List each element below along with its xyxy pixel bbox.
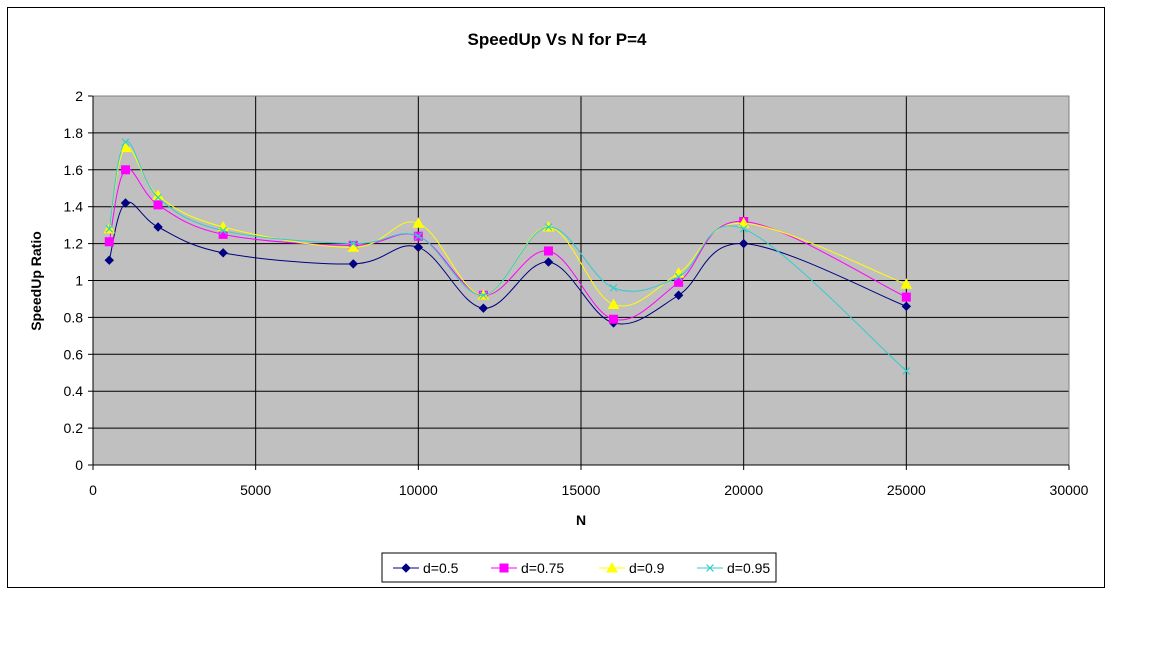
y-tick-label: 1.6 [64,162,84,178]
legend-label: d=0.75 [521,560,564,576]
data-point [121,138,130,147]
data-point [543,246,553,256]
legend-label: d=0.95 [727,560,770,576]
y-tick-label: 0.2 [64,420,84,436]
series-d=0.95 [105,138,911,375]
y-tick-label: 1.4 [64,199,84,215]
y-axis-label: SpeedUp Ratio [28,231,44,331]
legend-label: d=0.9 [629,560,665,576]
y-tick-label: 0.8 [64,309,84,325]
data-point [119,141,132,153]
data-point [901,301,912,312]
data-point [121,165,131,175]
legend-item: d=0.95 [697,560,770,576]
data-point [479,291,488,300]
data-point [219,226,228,235]
data-point [349,239,358,248]
data-point [673,290,684,300]
legend-item: d=0.9 [599,560,665,576]
x-axis-label: N [576,512,586,528]
y-tick-label: 2 [75,88,83,104]
data-point [153,200,163,210]
legend-item: d=0.5 [393,560,459,576]
data-point [609,314,619,324]
chart-title: SpeedUp Vs N for P=4 [467,30,647,49]
data-point [104,237,114,247]
data-point [738,238,749,249]
x-tick-label: 5000 [240,482,271,498]
data-point [414,232,423,241]
data-point [218,248,228,258]
data-point [154,193,162,202]
data-point [413,242,424,252]
chart-area: SpeedUp Vs N for P=4 0 0.2 0.4 0.6 0.8 1 1.2 1.… [7,7,1105,588]
legend: d=0.5 d=0.75 d=0.9 d=0.95 [381,552,777,583]
legend-label: d=0.5 [423,560,459,576]
data-point [739,224,748,233]
y-tick-label: 1.8 [64,125,84,141]
y-tick-label: 1 [75,273,83,289]
y-tick-label: 0.4 [64,383,84,399]
legend-item: d=0.75 [491,560,564,576]
data-point [607,298,620,309]
data-point [348,259,358,269]
chart-svg: SpeedUp Vs N for P=4 0 0.2 0.4 0.6 0.8 1 1.2 1.… [28,30,1089,583]
legend-marker [706,564,714,572]
y-tick-label: 1.2 [64,236,84,252]
data-point [901,292,911,302]
data-point [674,277,684,287]
series-layer [103,138,913,375]
data-point [543,257,554,267]
data-point [674,272,683,281]
data-point [737,217,750,228]
data-point [105,224,114,233]
data-point [412,217,425,228]
data-point [900,278,913,289]
series-line [108,201,907,325]
data-point [104,255,114,265]
data-point [120,198,131,208]
x-tick-label: 10000 [399,482,438,498]
legend-marker [401,563,411,573]
x-tick-label: 25000 [887,482,926,498]
x-tick-label: 15000 [562,482,601,498]
legend-marker [499,563,509,573]
legend-marker [606,561,618,573]
y-tick-label: 0 [75,457,83,473]
data-point [478,303,489,313]
data-point [902,366,911,375]
data-point [153,222,163,232]
y-tick-label: 0.6 [64,346,84,362]
x-tick-label: 0 [89,482,97,498]
x-tick-label: 20000 [724,482,763,498]
data-point [609,283,618,292]
x-tick-label: 30000 [1050,482,1089,498]
data-point [544,223,553,231]
axes: 0 0.2 0.4 0.6 0.8 1 1.2 1.4 1.6 1.8 2 0 5000 10000 150… [64,88,1089,498]
